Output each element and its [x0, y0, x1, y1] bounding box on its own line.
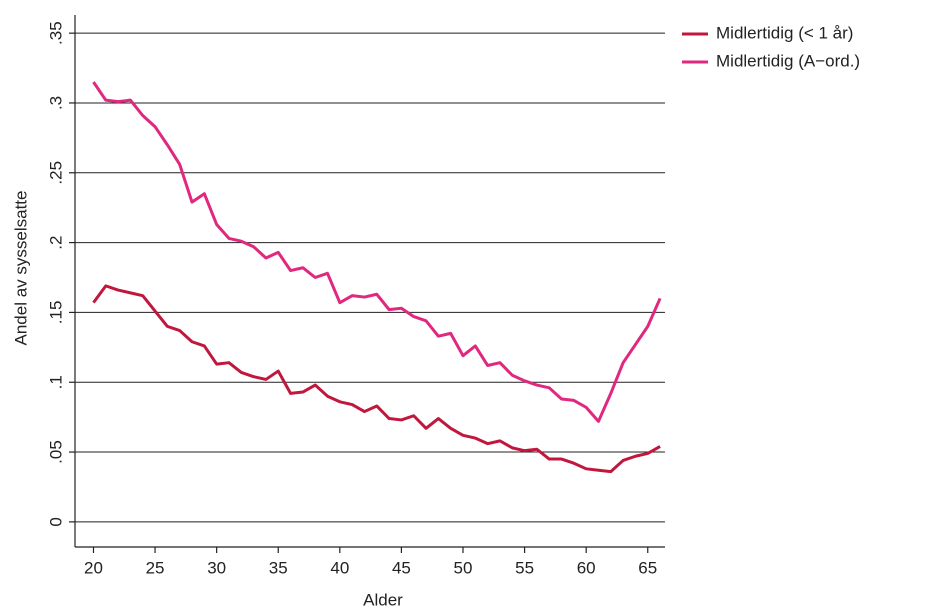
x-tick-label: 55: [515, 558, 534, 577]
x-tick-label: 45: [392, 558, 411, 577]
y-tick-label: .15: [46, 301, 65, 325]
x-tick-label: 40: [330, 558, 349, 577]
y-tick-label: .25: [46, 161, 65, 185]
x-tick-label: 60: [577, 558, 596, 577]
line-series: [92, 81, 662, 423]
x-tick-label: 30: [207, 558, 226, 577]
x-tick-label: 50: [454, 558, 473, 577]
line-series: [92, 284, 661, 474]
y-tick-label: .1: [46, 375, 65, 389]
x-tick-label: 35: [269, 558, 288, 577]
x-tick-label: 25: [146, 558, 165, 577]
legend-label: Midlertidig (< 1 år): [716, 23, 853, 42]
y-tick-label: .3: [46, 96, 65, 110]
y-tick-label: .05: [46, 440, 65, 464]
y-tick-label: 0: [46, 517, 65, 526]
x-tick-label: 20: [84, 558, 103, 577]
legend-label: Midlertidig (A−ord.): [716, 51, 860, 70]
x-tick-label: 65: [638, 558, 657, 577]
x-axis-label: Alder: [363, 590, 403, 609]
y-axis-label: Andel av sysselsatte: [11, 191, 30, 346]
y-tick-label: .2: [46, 236, 65, 250]
y-tick-label: .35: [46, 21, 65, 45]
